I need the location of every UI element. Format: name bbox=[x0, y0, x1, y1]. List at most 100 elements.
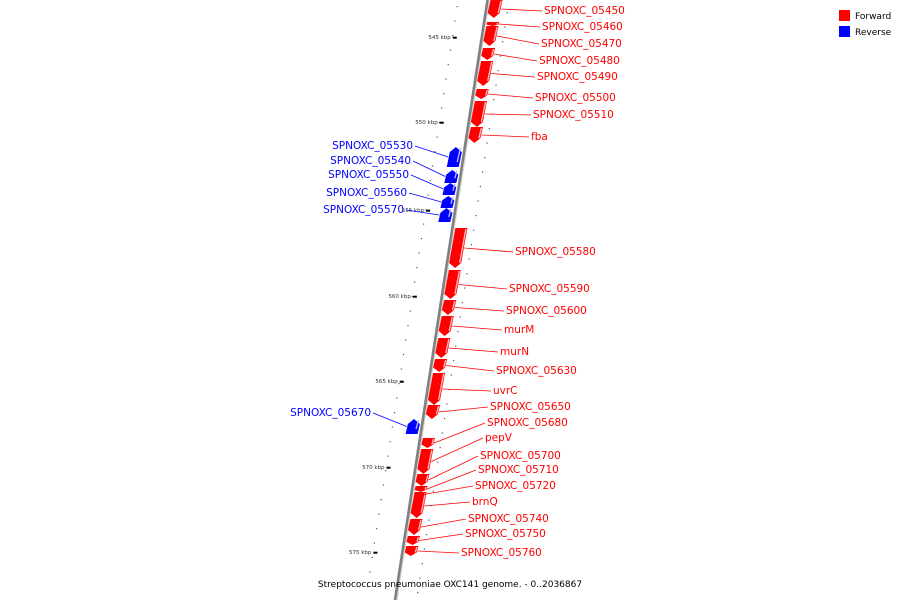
gene-leader-line bbox=[446, 365, 495, 372]
minor-tick bbox=[506, 12, 508, 14]
gene-glyph bbox=[441, 300, 457, 315]
minor-tick bbox=[450, 374, 452, 376]
gene-leader-line bbox=[442, 388, 492, 392]
gene-leader-line bbox=[484, 113, 532, 116]
gene-feature: SPNOXC_05680 bbox=[421, 417, 568, 448]
minor-tick bbox=[380, 499, 382, 501]
gene-glyph bbox=[486, 22, 500, 26]
gene-feature: SPNOXC_05490 bbox=[477, 61, 618, 86]
legend-reverse-swatch bbox=[839, 26, 850, 37]
gene-leader-line bbox=[426, 469, 477, 490]
minor-tick bbox=[457, 331, 459, 333]
minor-tick bbox=[432, 490, 435, 492]
gene-feature: SPNOXC_05450 bbox=[487, 0, 625, 18]
minor-tick bbox=[497, 70, 499, 72]
legend-forward-label: Forward bbox=[855, 12, 891, 22]
gene-leader-line bbox=[491, 73, 536, 78]
minor-tick bbox=[445, 78, 447, 80]
gene-glyph bbox=[481, 48, 496, 60]
gene-leader-line bbox=[410, 174, 444, 190]
gene-leader-line bbox=[496, 35, 540, 45]
minor-tick bbox=[373, 542, 376, 544]
minor-tick bbox=[502, 41, 504, 43]
gene-glyph bbox=[428, 373, 445, 405]
minor-tick bbox=[416, 267, 418, 269]
gene-highlight bbox=[425, 474, 429, 482]
gene-label: uvrC bbox=[493, 385, 518, 397]
gene-feature: SPNOXC_05700 bbox=[415, 450, 561, 486]
gene-feature: SPNOXC_05540 bbox=[330, 155, 459, 183]
gene-feature: SPNOXC_05630 bbox=[433, 359, 577, 377]
gene-label: SPNOXC_05560 bbox=[326, 187, 407, 199]
minor-tick bbox=[378, 513, 380, 515]
minor-tick bbox=[438, 122, 440, 124]
gene-glyph bbox=[425, 405, 441, 419]
gene-highlight bbox=[480, 101, 487, 123]
gene-highlight bbox=[420, 494, 426, 514]
gene-leader-line bbox=[417, 550, 460, 554]
minor-tick bbox=[481, 171, 484, 173]
gene-highlight bbox=[458, 228, 467, 264]
legend-reverse-label: Reverse bbox=[855, 28, 892, 38]
gene-glyph bbox=[444, 170, 459, 183]
minor-tick bbox=[468, 258, 470, 260]
gene-label: SPNOXC_05590 bbox=[509, 283, 590, 295]
gene-leader-line bbox=[428, 455, 479, 481]
minor-tick bbox=[493, 99, 495, 101]
minor-tick bbox=[504, 26, 506, 28]
gene-glyph bbox=[468, 127, 483, 143]
gene-highlight bbox=[431, 438, 435, 445]
kbp-tick-label: 560 kbp bbox=[388, 294, 411, 300]
gene-highlight bbox=[497, 0, 502, 14]
minor-tick bbox=[486, 142, 488, 144]
gene-leader-line bbox=[419, 533, 464, 541]
gene-feature: brnQ bbox=[410, 494, 498, 518]
gene-leader-line bbox=[426, 485, 474, 495]
gene-highlight bbox=[442, 359, 447, 368]
gene-feature: SPNOXC_05650 bbox=[425, 401, 571, 419]
minor-tick bbox=[385, 470, 387, 472]
minor-tick bbox=[420, 238, 423, 240]
minor-tick bbox=[466, 273, 468, 275]
gene-highlight bbox=[454, 270, 461, 295]
gene-label: SPNOXC_05760 bbox=[461, 547, 542, 559]
minor-tick bbox=[439, 447, 441, 449]
gene-highlight bbox=[435, 405, 440, 415]
gene-feature: murM bbox=[438, 316, 534, 336]
gene-highlight bbox=[427, 449, 433, 470]
gene-glyph bbox=[404, 546, 419, 556]
genome-backbone bbox=[393, 0, 489, 600]
gene-label: SPNOXC_05580 bbox=[515, 246, 596, 258]
kbp-tick-mark bbox=[386, 466, 391, 469]
minor-tick bbox=[400, 368, 402, 370]
gene-glyph bbox=[444, 270, 461, 299]
minor-tick bbox=[441, 432, 443, 434]
gene-label: SPNOXC_05550 bbox=[328, 169, 409, 181]
gene-label: SPNOXC_05570 bbox=[323, 204, 404, 216]
gene-glyph bbox=[406, 536, 420, 545]
gene-feature: SPNOXC_05460 bbox=[486, 21, 623, 33]
minor-tick bbox=[436, 136, 438, 138]
minor-tick bbox=[423, 548, 426, 550]
legend: Forward Reverse bbox=[839, 10, 892, 38]
gene-label: SPNOXC_05740 bbox=[468, 513, 549, 525]
gene-highlight bbox=[450, 196, 454, 204]
gene-glyph bbox=[442, 183, 457, 195]
minor-tick bbox=[459, 316, 461, 318]
minor-tick bbox=[447, 64, 449, 66]
minor-tick bbox=[449, 49, 452, 51]
gene-leader-line bbox=[424, 501, 471, 507]
gene-highlight bbox=[416, 536, 420, 543]
minor-tick bbox=[393, 412, 396, 414]
gene-label: SPNOXC_05490 bbox=[537, 71, 618, 83]
gene-glyph bbox=[415, 474, 430, 486]
gene-leader-line bbox=[405, 209, 440, 216]
minor-tick bbox=[402, 354, 405, 356]
gene-glyph bbox=[446, 147, 462, 167]
gene-feature: SPNOXC_05710 bbox=[414, 464, 559, 492]
minor-tick bbox=[452, 35, 454, 37]
gene-feature: SPNOXC_05480 bbox=[481, 48, 620, 67]
gene-label: SPNOXC_05530 bbox=[332, 140, 413, 152]
minor-tick bbox=[434, 151, 436, 153]
gene-leader-line bbox=[438, 406, 489, 413]
